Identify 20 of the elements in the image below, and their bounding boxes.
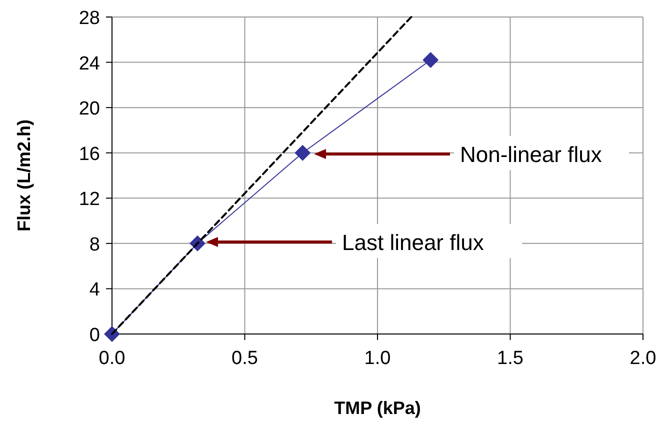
y-axis-title: Flux (L/m2.h) [14,119,34,232]
y-tick-label: 20 [78,98,100,120]
x-axis-title: TMP (kPa) [334,398,421,418]
y-tick-label: 12 [78,189,100,210]
annotation: Last linear flux [342,230,484,255]
x-tick-label: 0.5 [232,348,258,369]
x-tick-label: 2.0 [630,348,656,369]
annotation: Non-linear flux [460,142,602,167]
x-tick-label: 1.0 [364,348,391,369]
y-tick-label: 16 [78,144,100,165]
y-tick-label: 28 [78,8,100,29]
x-tick-label: 1.5 [497,348,524,369]
point [104,326,120,342]
y-tick-label: 8 [89,234,100,256]
y-tick-label: 4 [89,280,100,301]
x-tick-label: 0.0 [98,348,126,369]
y-tick-label: 24 [78,53,100,74]
point [294,144,311,161]
y-tick-label: 0 [89,325,100,346]
point [422,52,439,68]
